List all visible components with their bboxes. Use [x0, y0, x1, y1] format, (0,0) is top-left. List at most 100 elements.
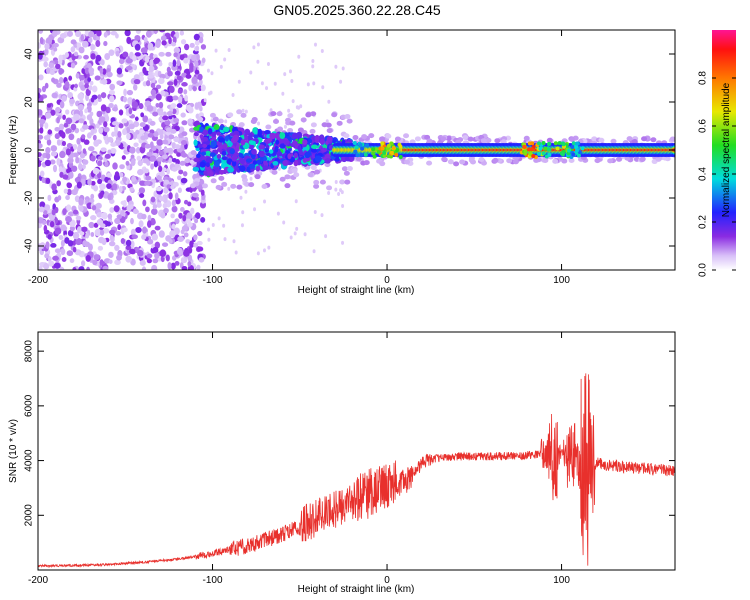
spectrogram-cell [87, 77, 92, 82]
spectrogram-cell [263, 199, 267, 204]
spectrogram-cell [95, 202, 102, 209]
spectrogram-cell [50, 151, 58, 157]
spectrogram-cell [154, 225, 161, 231]
spectrogram-cell [44, 43, 50, 50]
spectrogram-cell [143, 168, 150, 174]
spectrogram-cell [106, 183, 112, 189]
spectrogram-cell [84, 108, 88, 114]
spectrogram-cell [193, 33, 200, 41]
spectrogram-cell [334, 179, 338, 184]
spectrogram-cell [181, 225, 188, 232]
spectrogram-cell [273, 118, 280, 124]
spectrogram-cell [139, 122, 146, 128]
spectrogram-cell [162, 115, 169, 121]
spectrogram-cell [594, 158, 601, 164]
spectrogram-cell [217, 118, 224, 124]
spectrogram-cell [143, 158, 150, 164]
spectrogram-cell [149, 141, 154, 149]
spectrogram-cell [234, 250, 238, 255]
spectrogram-cell [109, 234, 114, 241]
spectrogram-cell [85, 255, 91, 262]
spectrogram-cell [480, 160, 487, 166]
spectrogram-cell [65, 148, 71, 156]
spectrogram-cell [541, 151, 546, 156]
spectrogram-cell [133, 142, 139, 148]
spectrogram-cell [530, 141, 535, 146]
spectrogram-cell [210, 140, 217, 148]
spectrogram-cell [453, 161, 460, 167]
spectrogram-cell [284, 183, 291, 189]
spectrogram-cell [546, 137, 553, 143]
spectrogram-cell [311, 144, 318, 149]
spectrogram-cell [626, 136, 633, 142]
spectrogram-cell [201, 151, 207, 156]
spectrogram-cell [69, 171, 74, 179]
spectrogram-cell [271, 169, 278, 175]
spectrogram-cell [279, 143, 286, 149]
spectrogram-cell [172, 95, 179, 101]
spectrogram-cell [100, 104, 107, 112]
spectrogram-cell [253, 128, 258, 136]
spectrogram-cell [180, 206, 185, 212]
spectrogram-cell [190, 54, 197, 62]
spectrogram-cell [353, 149, 358, 154]
spectrogram-cell [568, 158, 575, 164]
spectrogram-cell [231, 154, 238, 162]
spectrogram-cell [95, 123, 100, 129]
spectrogram-cell [123, 88, 127, 97]
spectrogram-cell [279, 132, 286, 139]
spectrogram-cell [257, 132, 262, 137]
spectrogram-cell [99, 229, 105, 236]
spectrogram-cell [512, 159, 519, 165]
spectrogram-cell [214, 160, 220, 168]
spectrogram-cell [72, 152, 79, 158]
spectrogram-cell [146, 253, 153, 259]
spectrogram-cell [255, 165, 261, 172]
spectrogram-cell [201, 57, 206, 64]
spectrogram-cell [580, 146, 585, 151]
y-tick-label: 6000 [24, 394, 35, 417]
spectrogram-cell [287, 113, 294, 119]
spectrogram-cell [145, 206, 150, 213]
spectrogram-cell [71, 165, 78, 172]
spectrogram-cell [325, 119, 329, 124]
spectrogram-cell [120, 209, 125, 216]
spectrogram-cell [148, 65, 155, 73]
spectrogram-cell [117, 224, 122, 231]
spectrogram-cell [61, 257, 67, 262]
spectrogram-cell [249, 140, 256, 146]
spectrogram-cell [177, 88, 183, 94]
spectrogram-cell [183, 199, 189, 205]
spectrogram-cell [76, 42, 82, 48]
spectrogram-cell [241, 174, 248, 180]
spectrogram-cell [164, 120, 171, 126]
spectrogram-cell [108, 102, 114, 109]
spectrogram-cell [193, 234, 198, 241]
spectrogram-cell [118, 58, 125, 65]
spectrogram-cell [207, 170, 214, 177]
spectrogram-cell [560, 152, 565, 157]
spectrogram-cell [106, 136, 114, 143]
spectrogram-cell [66, 142, 73, 149]
spectrogram-cell [56, 82, 62, 88]
spectrogram-cell [93, 222, 99, 228]
spectrogram-cell [218, 175, 225, 181]
spectrogram-cell [426, 138, 433, 144]
spectrogram-cell [83, 54, 89, 60]
spectrogram-cell [337, 192, 341, 197]
spectrogram-cell [221, 181, 228, 187]
spectrogram-cell [137, 168, 144, 176]
spectrogram-cell [192, 192, 199, 198]
spectrogram-cell [256, 42, 260, 47]
y-tick-label: 20 [24, 96, 35, 108]
spectrogram-ylabel: Frequency (Hz) [8, 116, 19, 185]
colorbar [712, 30, 736, 270]
spectrogram-cell [506, 158, 513, 164]
spectrogram-cell [91, 85, 98, 93]
spectrogram-cell [74, 249, 82, 256]
spectrogram-cell [300, 117, 307, 123]
spectrogram-cell [334, 187, 338, 192]
spectrogram-cell [99, 67, 104, 74]
spectrogram-cell [45, 37, 53, 45]
spectrogram-cell [344, 113, 351, 119]
